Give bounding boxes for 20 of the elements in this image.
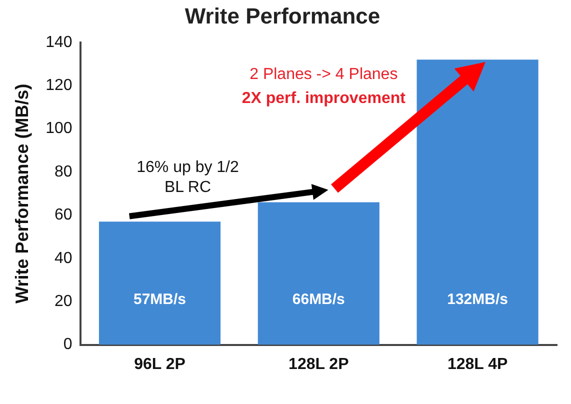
annotation: 2 Planes -> 4 Planes [250,66,398,84]
y-tick-label: 100 [46,120,72,138]
y-tick-label: 20 [54,293,72,310]
data-label: 57MB/s [133,290,186,308]
y-axis-title: Write Performance (MB/s) [12,84,32,304]
x-tick-label: 96L 2P [134,356,186,373]
bar [98,222,221,345]
data-label: 132MB/s [447,290,508,308]
chart-title: Write Performance [184,3,380,28]
x-tick-label: 128L 2P [288,356,350,373]
y-tick-label: 120 [46,77,72,94]
annotation: 2X perf. improvement [242,90,406,107]
y-tick-label: 80 [54,163,72,180]
x-tick-label: 128L 4P [447,356,508,373]
y-tick-label: 140 [46,34,72,51]
y-tick-label: 0 [63,336,72,354]
y-tick-label: 40 [54,250,72,267]
data-label: 66MB/s [292,290,345,308]
y-tick-label: 60 [54,206,72,224]
annotation: 16% up by 1/2 BL RC [136,159,239,196]
